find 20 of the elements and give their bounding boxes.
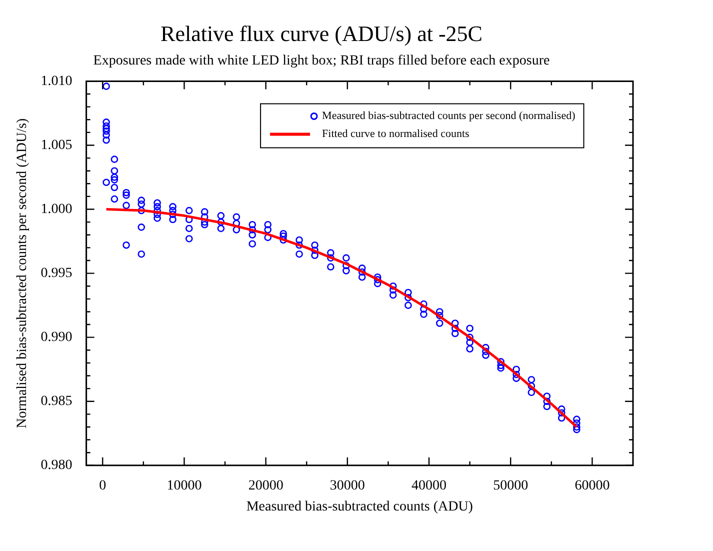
chart-title: Relative flux curve (ADU/s) at -25C — [160, 20, 482, 46]
y-tick-label: 1.005 — [40, 138, 72, 153]
y-tick-label: 0.990 — [40, 330, 72, 346]
x-tick-label: 20000 — [248, 478, 284, 494]
x-tick-label: 30000 — [330, 478, 365, 494]
y-tick-label: 0.985 — [40, 394, 72, 410]
y-axis-title: Normalised bias-subtracted counts per second (ADU/s) — [15, 118, 30, 428]
y-tick-label: 1.010 — [40, 74, 72, 89]
y-tick-label: 1.000 — [40, 202, 72, 217]
y-tick-label: 0.995 — [40, 266, 72, 281]
x-tick-label: 40000 — [412, 478, 447, 494]
legend-label: Measured bias-subtracted counts per second (normalised) — [322, 110, 576, 122]
x-axis-title: Measured bias-subtracted counts (ADU) — [246, 499, 474, 514]
x-tick-label: 50000 — [493, 478, 528, 494]
x-tick-label: 60000 — [574, 478, 610, 494]
legend-label: Fitted curve to normalised counts — [322, 128, 470, 140]
chart-subtitle: Exposures made with white LED light box; RBI traps filled before each exposure — [93, 53, 550, 68]
y-tick-label: 0.980 — [40, 458, 72, 474]
x-tick-label: 10000 — [166, 478, 202, 494]
x-tick-label: 0 — [99, 478, 106, 494]
